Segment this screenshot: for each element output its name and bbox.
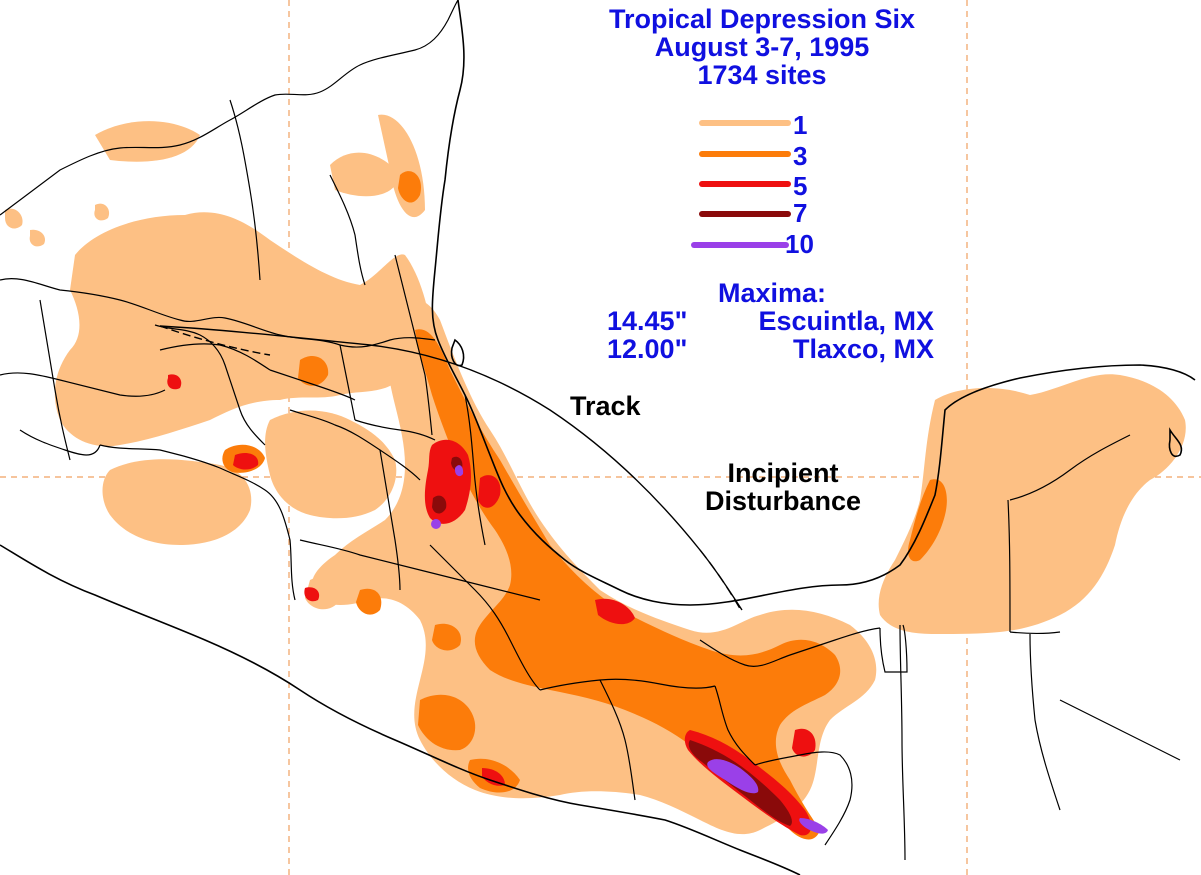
rainfall-10in-area [431,465,828,834]
legend-label-1: 1 [793,110,807,140]
legend-label-3: 5 [793,171,807,201]
maxima-location-1: Escuintla, MX [758,306,934,336]
map-annotations: Track Incipient Disturbance [570,391,861,516]
legend-label-2: 3 [793,141,807,171]
maxima-value-1: 14.45" [607,306,687,336]
title-line-3: 1734 sites [697,60,826,90]
maxima-heading: Maxima: [718,278,826,308]
storm-track [159,325,743,613]
legend: 1 3 5 7 10 [691,110,814,259]
maxima-box: Maxima: 14.45" Escuintla, MX 12.00" Tlax… [607,278,934,364]
title-line-1: Tropical Depression Six [609,4,915,34]
rainfall-1in-area [5,114,1186,835]
legend-label-4: 7 [793,198,807,228]
maxima-value-2: 12.00" [607,334,687,364]
title-line-2: August 3-7, 1995 [655,32,870,62]
political-borders [0,0,1181,861]
track-label: Track [570,391,642,421]
legend-label-5: 10 [785,229,814,259]
maxima-location-2: Tlaxco, MX [793,334,934,364]
incipient-label-line-1: Incipient [727,458,838,488]
map-title: Tropical Depression Six August 3-7, 1995… [609,4,915,90]
incipient-label-line-2: Disturbance [705,486,861,516]
